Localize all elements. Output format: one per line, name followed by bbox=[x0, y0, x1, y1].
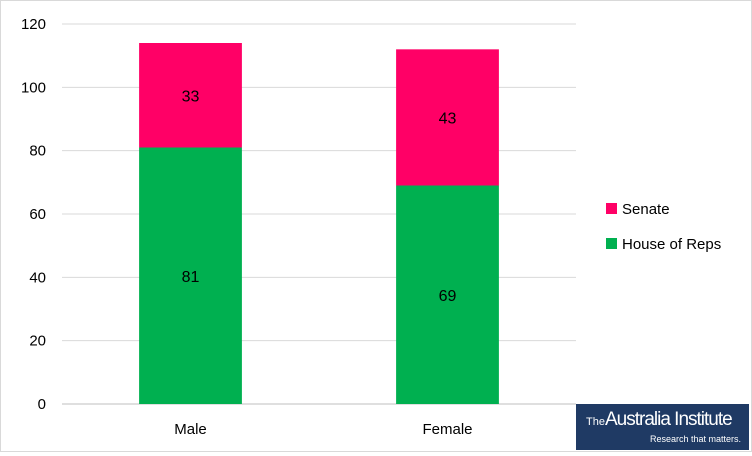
x-tick-label: Female bbox=[422, 421, 472, 438]
bar-segment bbox=[396, 185, 499, 404]
x-tick-label: Male bbox=[174, 421, 207, 438]
legend-swatch bbox=[606, 238, 617, 249]
bar-segment bbox=[139, 43, 242, 148]
y-tick-label: 80 bbox=[29, 143, 46, 160]
legend-label: House of Reps bbox=[622, 236, 721, 253]
y-tick-label: 100 bbox=[21, 79, 46, 96]
y-tick-label: 20 bbox=[29, 333, 46, 350]
legend-label: Senate bbox=[622, 201, 670, 218]
logo-tagline: Research that matters. bbox=[649, 434, 741, 444]
data-label: 43 bbox=[439, 110, 457, 127]
y-tick-label: 0 bbox=[38, 396, 46, 413]
data-label: 81 bbox=[182, 269, 200, 286]
legend-swatch bbox=[606, 203, 617, 214]
y-tick-label: 40 bbox=[29, 269, 46, 286]
data-label: 33 bbox=[182, 88, 200, 105]
y-tick-label: 120 bbox=[21, 16, 46, 33]
data-label: 69 bbox=[439, 288, 457, 305]
bar-segment bbox=[139, 147, 242, 404]
logo-wordmark: TheAustralia Institute bbox=[586, 409, 733, 430]
australia-institute-logo: TheAustralia Institute Research that mat… bbox=[576, 404, 749, 450]
y-tick-label: 60 bbox=[29, 206, 46, 223]
bar-segment bbox=[396, 49, 499, 186]
